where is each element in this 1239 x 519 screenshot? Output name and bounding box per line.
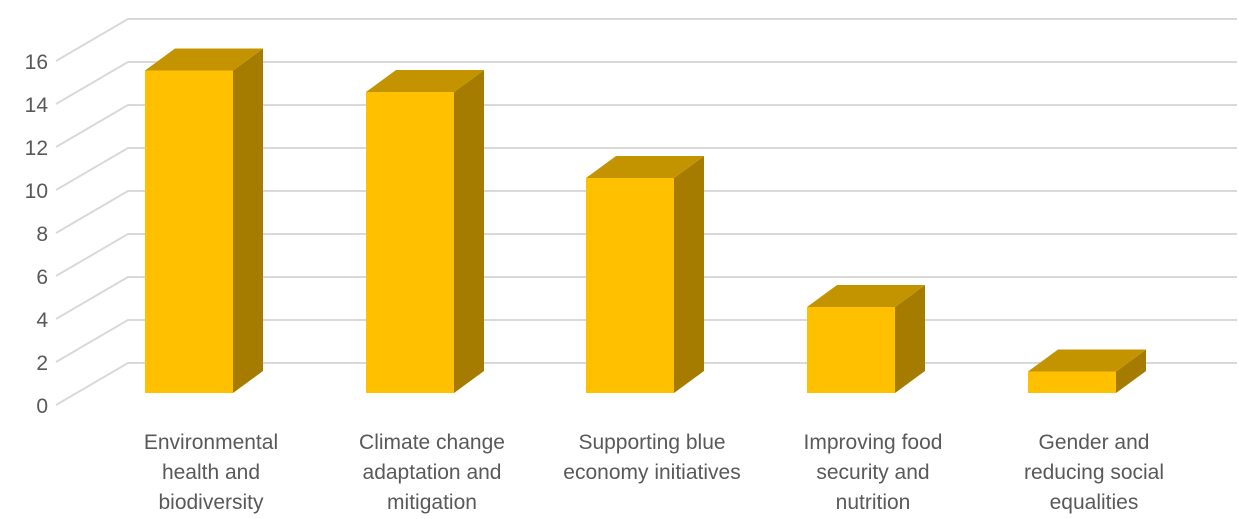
x-category-label: Climate change adaptation and mitigation (359, 431, 505, 514)
y-tick-label: 16 (25, 51, 48, 74)
x-category-label: Supporting blue economy initiatives (563, 431, 740, 484)
bar-top (807, 285, 925, 307)
x-category-label: Gender and reducing social equalities (1024, 431, 1164, 514)
bar-3 (807, 285, 925, 393)
bar-4 (1028, 349, 1146, 393)
bar-front (366, 92, 454, 393)
bar-side (233, 48, 263, 393)
y-tick-label: 14 (25, 94, 49, 117)
y-tick-label: 12 (25, 137, 48, 160)
x-category-label-line: biodiversity (158, 491, 264, 514)
gridline-14 (55, 61, 1237, 105)
gridline-10 (55, 147, 1237, 191)
bar-front (145, 70, 233, 393)
gridlines (55, 18, 1237, 406)
x-category-label-line: security and (816, 461, 929, 484)
bar-front (807, 307, 895, 393)
gridline-4 (55, 276, 1237, 320)
bar-side (674, 156, 704, 393)
x-category-label-line: equalities (1050, 491, 1139, 514)
bar-side (1116, 349, 1146, 393)
x-category-label-line: economy initiatives (563, 461, 740, 484)
y-axis-ticks: 0 2 4 6 8 10 12 14 16 (25, 51, 49, 418)
x-category-label: Improving food security and nutrition (804, 431, 943, 514)
gridline-8 (55, 190, 1237, 234)
x-category-label-line: Gender and (1039, 431, 1150, 454)
bar-top (366, 70, 484, 92)
bar-top (1028, 349, 1146, 372)
bar-side (895, 285, 925, 393)
x-category-label-line: Environmental (144, 431, 278, 454)
bar-2 (586, 156, 704, 393)
bar-top (586, 156, 704, 178)
bar-1 (366, 70, 484, 393)
x-category-label-line: adaptation and (363, 461, 502, 484)
bars (145, 48, 1146, 393)
gridline-16 (55, 18, 1237, 62)
bar-front (586, 178, 674, 393)
x-axis-labels: Environmental health and biodiversity Clima… (144, 431, 1164, 514)
x-category-label-line: mitigation (387, 491, 477, 514)
x-category-label: Environmental health and biodiversity (144, 431, 278, 514)
x-category-label-line: Climate change (359, 431, 505, 454)
y-tick-label: 8 (36, 223, 48, 246)
gridline-12 (55, 104, 1237, 148)
y-tick-label: 4 (36, 309, 48, 332)
gridline-6 (55, 233, 1237, 277)
bar-side (454, 70, 484, 393)
y-tick-label: 6 (36, 266, 48, 289)
x-category-label-line: nutrition (836, 491, 911, 514)
x-category-label-line: reducing social (1024, 461, 1164, 484)
bar-0 (145, 48, 263, 393)
x-category-label-line: Improving food (804, 431, 943, 454)
y-tick-label: 0 (36, 395, 48, 418)
bar-top (145, 48, 263, 71)
y-tick-label: 10 (25, 180, 48, 203)
x-category-label-line: health and (162, 461, 260, 484)
y-tick-label: 2 (36, 352, 48, 375)
bar-front (1028, 371, 1116, 393)
x-category-label-line: Supporting blue (578, 431, 725, 454)
